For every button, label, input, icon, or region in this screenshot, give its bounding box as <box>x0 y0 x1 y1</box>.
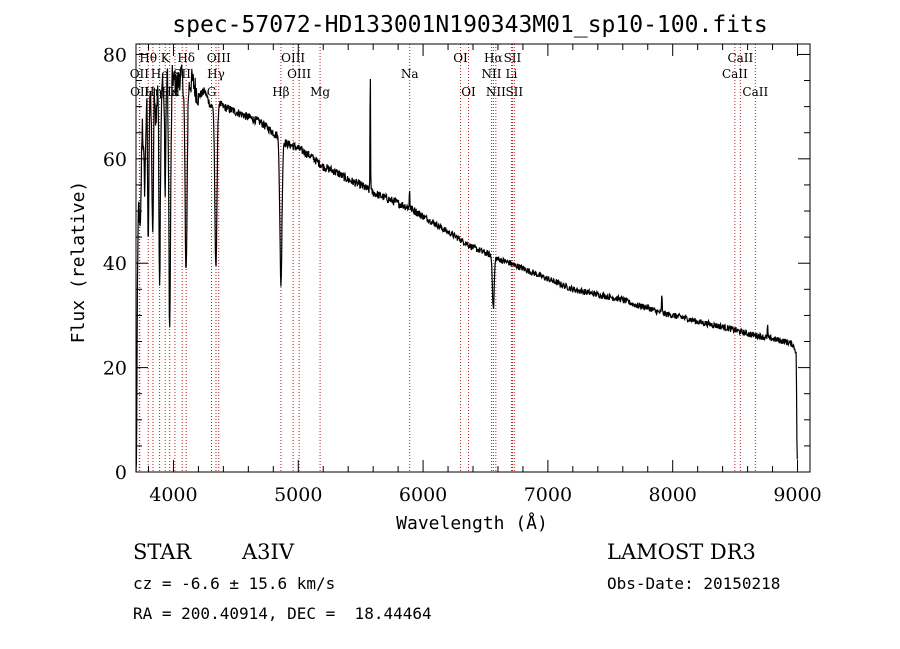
line-label-0: Hθ <box>139 51 157 65</box>
line-label-26: CaII <box>727 51 753 65</box>
line-label-23: Li <box>506 67 518 81</box>
chart-title: spec-57072-HD133001N190343M01_sp10-100.f… <box>172 12 767 38</box>
line-label-8: Hδ <box>177 51 195 65</box>
line-label-5: K <box>161 51 171 65</box>
line-label-21: SII <box>504 51 522 65</box>
observation-date: Obs-Date: 20150218 <box>607 574 781 593</box>
line-label-18: OI <box>453 51 468 65</box>
redshift-value: cz = -6.6 ± 15.6 km/s <box>133 574 336 593</box>
plot-frame <box>135 43 811 473</box>
line-label-28: CaII <box>742 85 768 99</box>
x-tick-label-1: 5000 <box>274 484 322 506</box>
line-label-7: SII <box>173 67 191 81</box>
line-label-24: NII <box>486 85 506 99</box>
x-tick-label-4: 8000 <box>649 484 697 506</box>
y-tick-label-3: 60 <box>103 149 127 171</box>
line-label-13: OIII <box>281 51 305 65</box>
line-label-25: SII <box>505 85 523 99</box>
line-label-1: OII <box>130 67 150 81</box>
x-tick-label-3: 7000 <box>524 484 572 506</box>
line-label-6: Hε <box>161 85 178 99</box>
x-tick-label-2: 6000 <box>399 484 447 506</box>
line-label-16: Mg <box>310 85 330 99</box>
spectrum-line <box>135 64 798 473</box>
y-tick-label-0: 0 <box>115 462 127 484</box>
y-tick-label-4: 80 <box>103 44 127 66</box>
y-tick-label-1: 20 <box>103 358 127 380</box>
object-subclass: A3IV <box>242 540 294 564</box>
line-label-20: Hα <box>484 51 503 65</box>
line-label-11: Hγ <box>207 67 225 81</box>
line-label-4: He <box>151 67 169 81</box>
line-label-2: OII <box>130 85 150 99</box>
line-label-3: Hη <box>144 85 162 99</box>
coordinates: RA = 200.40914, DEC = 18.44464 <box>133 604 432 623</box>
line-label-14: OIII <box>287 67 311 81</box>
y-tick-label-2: 40 <box>103 253 127 275</box>
line-label-12: G <box>207 85 217 99</box>
line-label-15: Hβ <box>272 85 289 99</box>
axes: 4000 5000 6000 7000 8000 9000 0 20 40 60 80 <box>103 43 822 506</box>
line-label-10: OIII <box>207 51 231 65</box>
object-class: STAR <box>133 540 192 564</box>
line-label-22: NII <box>481 67 501 81</box>
line-label-27: CaII <box>722 67 748 81</box>
x-tick-label-0: 4000 <box>149 484 197 506</box>
y-axis-label: Flux (relative) <box>68 181 89 344</box>
line-label-19: OI <box>461 85 476 99</box>
survey-name: LAMOST DR3 <box>607 540 756 564</box>
line-label-9: H <box>170 85 180 99</box>
x-tick-label-5: 9000 <box>773 484 821 506</box>
spectrum <box>135 64 798 473</box>
x-axis-label: Wavelength (Å) <box>396 512 548 534</box>
line-label-17: Na <box>401 67 419 81</box>
